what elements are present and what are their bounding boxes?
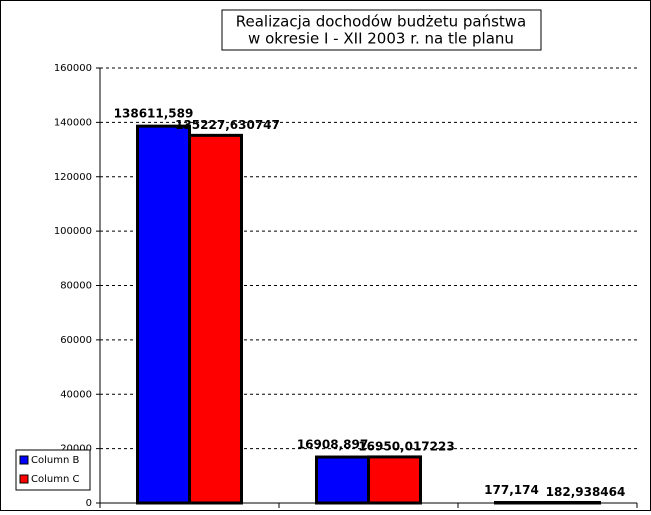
y-tick-label: 160000	[54, 63, 92, 74]
legend-swatch	[20, 456, 28, 464]
y-tick-label: 0	[86, 498, 92, 509]
legend-label: Column B	[31, 455, 79, 466]
value-label: 135227,630747	[175, 118, 280, 132]
value-label: 177,174	[484, 483, 539, 497]
bar	[138, 126, 190, 503]
legend-label: Column C	[31, 474, 79, 485]
value-label: 182,938464	[546, 485, 626, 499]
y-tick-label: 60000	[60, 335, 92, 346]
y-tick-label: 120000	[54, 172, 92, 183]
y-tick-label: 40000	[60, 389, 92, 400]
y-tick-label: 140000	[54, 117, 92, 128]
legend-swatch	[20, 475, 28, 483]
bar	[317, 457, 369, 503]
chart-title: w okresie I - XII 2003 r. na tle planu	[248, 30, 514, 48]
y-tick-label: 100000	[54, 226, 92, 237]
value-label: 16950,017223	[358, 439, 454, 453]
y-tick-label: 80000	[60, 281, 92, 292]
bar	[369, 457, 421, 503]
bar	[190, 135, 242, 503]
chart-title: Realizacja dochodów budżetu państwa	[236, 13, 527, 31]
